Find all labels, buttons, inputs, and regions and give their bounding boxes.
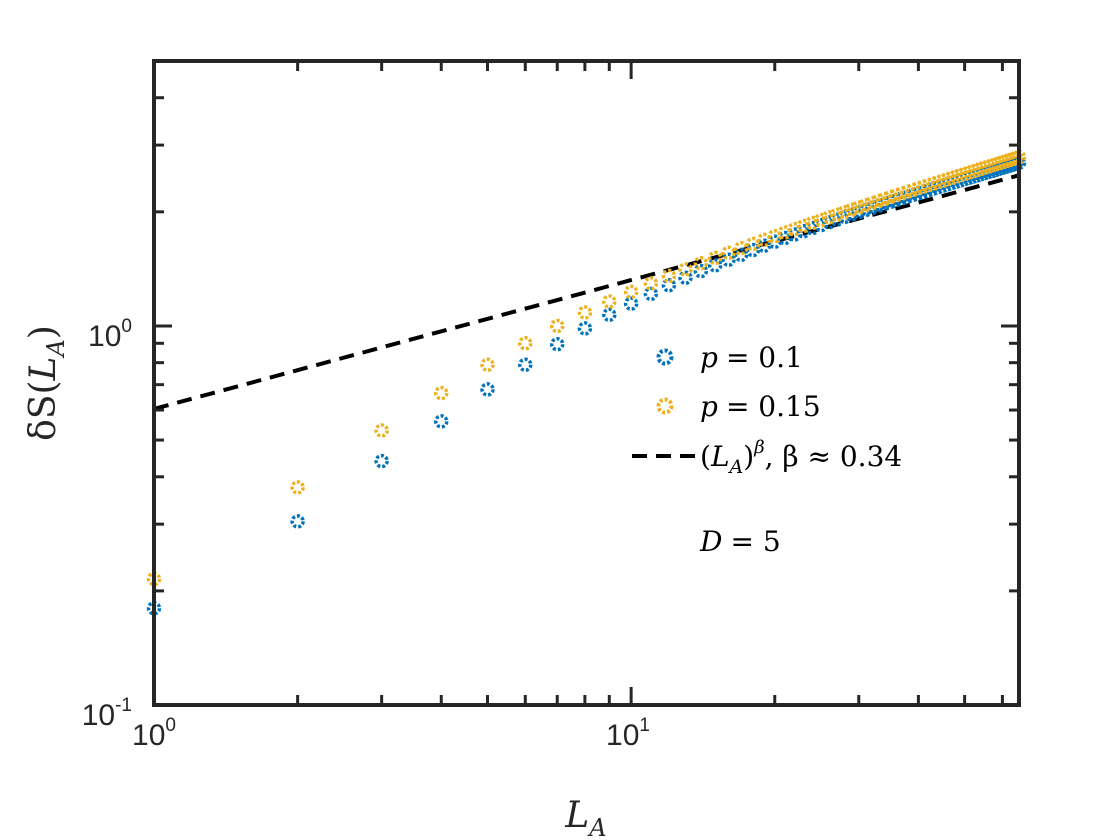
data-point-p015	[693, 256, 709, 271]
data-point-p015	[577, 305, 593, 320]
data-point-p015	[434, 385, 449, 401]
data-point-p015	[518, 336, 533, 351]
data-point-p01	[434, 414, 449, 429]
data-point-p015	[643, 276, 659, 291]
data-point-p015	[661, 268, 677, 284]
data-points-layer	[146, 149, 1027, 616]
data-point-p01	[693, 263, 709, 279]
data-point-p015	[602, 294, 617, 309]
data-point-p015	[829, 207, 845, 222]
data-point-p01	[829, 212, 845, 227]
x-tick-label: 101	[606, 715, 650, 752]
legend-marker-p015	[656, 397, 674, 415]
data-point-p01	[821, 215, 837, 230]
data-point-p015	[877, 191, 892, 207]
data-point-p01	[721, 252, 736, 267]
data-point-p015	[549, 318, 565, 334]
data-point-p015	[374, 423, 389, 438]
y-tick-label: 10-1	[82, 695, 132, 732]
data-point-p01	[733, 247, 749, 263]
data-point-p015	[707, 250, 723, 266]
data-point-p01	[549, 336, 565, 352]
x-tick-label: 100	[132, 715, 176, 752]
data-point-p015	[821, 210, 837, 225]
data-point-p015	[756, 232, 772, 248]
data-point-p015	[837, 205, 852, 220]
data-point-p015	[844, 202, 860, 218]
data-point-p015	[871, 193, 886, 209]
data-point-p01	[602, 307, 617, 323]
x-axis-title: LA	[564, 795, 606, 840]
data-point-p01	[623, 296, 639, 311]
data-point-p015	[858, 197, 873, 213]
data-point-p01	[661, 278, 677, 293]
data-point-p015	[767, 228, 783, 244]
data-point-p01	[837, 209, 852, 225]
y-tick-label: 100	[88, 316, 132, 353]
data-point-p01	[643, 286, 659, 302]
data-point-p015	[777, 225, 793, 240]
data-point-p015	[623, 284, 639, 300]
data-point-p015	[851, 200, 867, 215]
y-axis-title: δS(LA)	[23, 325, 70, 441]
data-point-p015	[787, 221, 802, 237]
data-point-p01	[480, 382, 495, 397]
data-point-p015	[721, 245, 736, 261]
data-point-p015	[733, 241, 749, 256]
legend-label-p015: p = 0.15	[700, 390, 821, 423]
data-point-p01	[518, 357, 533, 373]
plot-frame	[152, 59, 1021, 707]
legend-label-p01: p = 0.1	[700, 341, 803, 374]
data-point-p01	[678, 270, 693, 286]
data-point-p01	[374, 453, 389, 469]
data-point-p015	[883, 189, 898, 205]
data-point-p015	[745, 236, 761, 252]
data-point-p01	[577, 321, 593, 336]
data-point-p015	[290, 480, 305, 495]
annotation-d5: D = 5	[699, 525, 781, 558]
data-point-p01	[707, 258, 723, 273]
data-point-p015	[864, 195, 880, 211]
legend-marker-p01	[656, 348, 674, 366]
legend-label-fit: (LA)β, β ≈ 0.34	[700, 437, 902, 478]
data-point-p01	[290, 514, 305, 529]
legend: p = 0.1 p = 0.15 (LA)β, β ≈ 0.34	[632, 341, 902, 478]
data-point-p015	[678, 262, 693, 277]
data-point-p015	[480, 357, 495, 373]
